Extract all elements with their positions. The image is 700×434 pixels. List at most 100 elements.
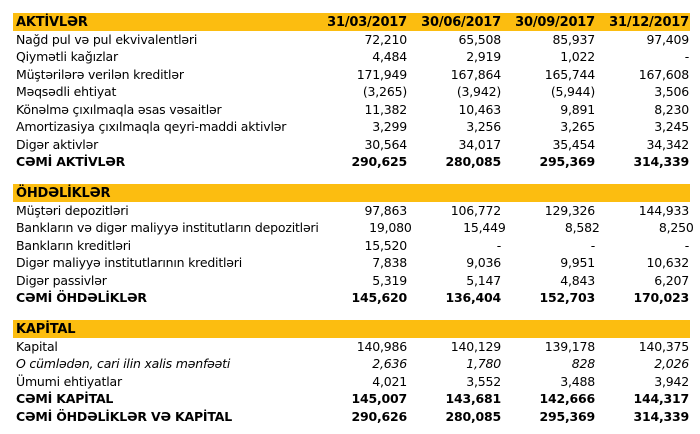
row-label: O cümlədən, cari ilin xalis mənfəəti <box>16 356 231 371</box>
cell-value: 9,891 <box>560 101 595 117</box>
cell-value: 2,919 <box>466 49 501 64</box>
row-label: Digər passivlər <box>16 272 107 288</box>
cell-value: 828 <box>571 356 595 371</box>
cell-value: 136,404 <box>445 290 501 305</box>
row-label: Məqsədli ehtiyat <box>16 84 117 99</box>
cell-value: 2,636 <box>372 356 407 371</box>
row-label: Ümumi ehtiyatlar <box>16 373 122 389</box>
table-row: Digər passivlər 5,319 5,147 4,843 6,207 <box>13 272 690 290</box>
cell-value: 314,339 <box>633 408 689 424</box>
cell-value: 8,582 <box>564 220 600 235</box>
row-label: Bankların kreditləri <box>16 237 131 253</box>
section-title-capital: KAPİTAL <box>16 321 76 337</box>
table-row: Kapital 140,986 140,129 139,178 140,375 <box>13 338 690 356</box>
table-row: Könəlmə çıxılmaqla əsas vəsaitlər 11,382… <box>13 101 690 119</box>
row-label: Müştəri depozitləri <box>16 202 129 218</box>
cell-value: 167,864 <box>450 66 501 82</box>
cell-value: 145,620 <box>351 290 407 305</box>
cell-value: 3,299 <box>372 119 407 134</box>
cell-value: 165,744 <box>544 66 595 82</box>
table-row: Qiymətli kağızlar 4,484 2,919 1,022 - <box>13 49 690 67</box>
cell-value: 3,942 <box>654 373 689 389</box>
section-divider <box>13 307 690 320</box>
cell-value: 34,342 <box>646 136 689 152</box>
table-row: Bankların kreditləri 15,520 - - - <box>13 237 690 255</box>
cell-value: 143,681 <box>445 391 501 406</box>
cell-value: - <box>684 237 690 253</box>
table-row: Digər aktivlər 30,564 34,017 35,454 34,3… <box>13 136 690 154</box>
cell-value: (3,942) <box>456 84 501 99</box>
cell-value: 295,369 <box>539 154 595 169</box>
row-label: Qiymətli kağızlar <box>16 49 118 64</box>
cell-value: 10,463 <box>458 101 501 117</box>
cell-value: (5,944) <box>550 84 595 99</box>
cell-value: 65,508 <box>458 31 501 47</box>
cell-value: 170,023 <box>633 290 689 305</box>
cell-value: 8,230 <box>654 101 689 117</box>
cell-value: (3,265) <box>362 84 407 99</box>
table-row: Digər maliyyə institutlarının kreditləri… <box>13 255 690 273</box>
cell-value: 5,147 <box>466 272 501 288</box>
cell-value: 3,245 <box>654 119 689 134</box>
cell-value: 152,703 <box>539 290 595 305</box>
column-header-date: 31/03/2017 <box>327 14 407 30</box>
cell-value: 145,007 <box>351 391 407 406</box>
cell-value: 129,326 <box>544 202 595 218</box>
cell-value: 7,838 <box>372 255 407 270</box>
cell-value: 97,409 <box>646 31 689 47</box>
cell-value: 4,021 <box>372 373 407 389</box>
cell-value: 97,863 <box>364 202 407 218</box>
cell-value: 3,506 <box>654 84 689 99</box>
cell-value: 2,026 <box>654 356 689 371</box>
section-header-assets: AKTİVLƏR 31/03/2017 30/06/2017 30/09/201… <box>13 13 690 31</box>
row-label: Digər maliyyə institutlarının kreditləri <box>16 255 242 270</box>
row-label: Bankların və digər maliyyə institutların… <box>16 220 319 235</box>
cell-value: 9,951 <box>560 255 595 270</box>
cell-value: 140,375 <box>638 338 689 354</box>
column-header-date: 30/09/2017 <box>515 14 595 30</box>
table-row: Məqsədli ehtiyat (3,265) (3,942) (5,944)… <box>13 84 690 102</box>
total-row-liabilities: CƏMİ ÖHDƏLİKLƏR 145,620 136,404 152,703 … <box>13 290 690 308</box>
cell-value: 34,017 <box>458 136 501 152</box>
cell-value: 280,085 <box>445 408 501 424</box>
cell-value: 10,632 <box>646 255 689 270</box>
row-label: Könəlmə çıxılmaqla əsas vəsaitlər <box>16 101 222 117</box>
cell-value: 142,666 <box>539 391 595 406</box>
table-row: Ümumi ehtiyatlar 4,021 3,552 3,488 3,942 <box>13 373 690 391</box>
cell-value: 1,022 <box>560 49 595 64</box>
cell-value: 1,780 <box>466 356 501 371</box>
table-row-net-profit: O cümlədən, cari ilin xalis mənfəəti 2,6… <box>13 356 690 374</box>
row-label: CƏMİ ÖHDƏLİKLƏR <box>16 290 147 305</box>
cell-value: 3,488 <box>560 373 595 389</box>
cell-value: 144,317 <box>633 391 689 406</box>
cell-value: 3,265 <box>560 119 595 134</box>
cell-value: 35,454 <box>552 136 595 152</box>
section-header-capital: KAPİTAL <box>13 320 690 338</box>
cell-value: 3,552 <box>466 373 501 389</box>
row-label: CƏMİ KAPİTAL <box>16 391 114 406</box>
row-label: CƏMİ ÖHDƏLİKLƏR VƏ KAPİTAL <box>16 408 232 424</box>
table-row: Müştərilərə verilən kreditlər 171,949 16… <box>13 66 690 84</box>
cell-value: 4,843 <box>560 272 595 288</box>
section-divider <box>13 171 690 184</box>
cell-value: - <box>590 237 596 253</box>
cell-value: 19,080 <box>369 220 412 235</box>
total-row-liabilities-and-capital: CƏMİ ÖHDƏLİKLƏR VƏ KAPİTAL 290,626 280,0… <box>13 408 690 426</box>
cell-value: 314,339 <box>633 154 689 169</box>
cell-value: 290,625 <box>351 154 407 169</box>
table-row: Amortizasiya çıxılmaqla qeyri-maddi akti… <box>13 119 690 137</box>
cell-value: 290,626 <box>351 408 407 424</box>
cell-value: 9,036 <box>466 255 501 270</box>
row-label: Müştərilərə verilən kreditlər <box>16 66 184 82</box>
cell-value: 11,382 <box>364 101 407 117</box>
section-title-assets: AKTİVLƏR <box>16 14 88 30</box>
column-header-date: 30/06/2017 <box>421 14 501 30</box>
row-label: Digər aktivlər <box>16 136 99 152</box>
cell-value: 4,484 <box>372 49 407 64</box>
total-row-assets: CƏMİ AKTİVLƏR 290,625 280,085 295,369 31… <box>13 154 690 172</box>
cell-value: 106,772 <box>450 202 501 218</box>
cell-value: 8,250 <box>658 220 694 235</box>
cell-value: 6,207 <box>654 272 689 288</box>
cell-value: 5,319 <box>372 272 407 288</box>
